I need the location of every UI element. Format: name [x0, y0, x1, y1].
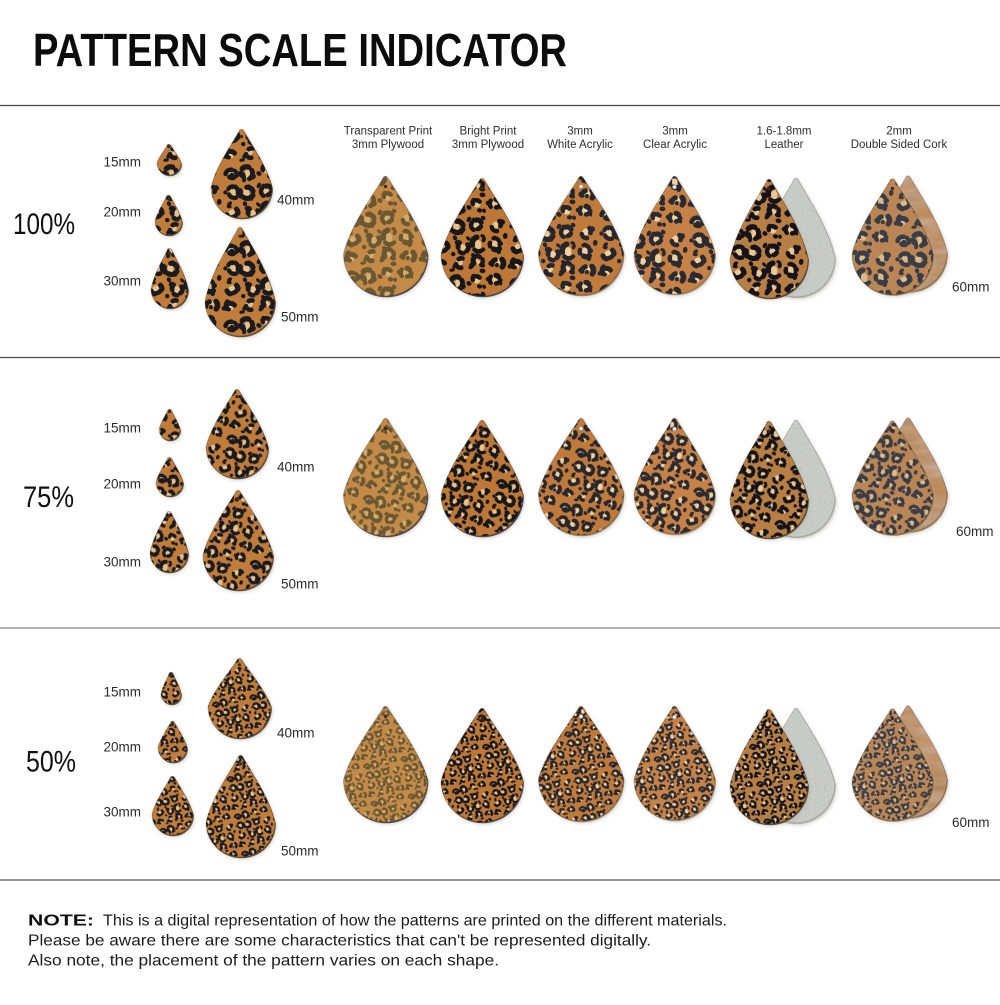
svg-text:30mm: 30mm [103, 274, 141, 289]
svg-text:Please be aware there are some: Please be aware there are some character… [28, 933, 651, 950]
svg-text:100%: 100% [13, 208, 75, 241]
svg-text:3mm Plywood: 3mm Plywood [452, 139, 524, 151]
svg-text:60mm: 60mm [952, 280, 990, 295]
svg-text:50mm: 50mm [281, 577, 319, 592]
svg-text:50%: 50% [26, 746, 76, 779]
svg-text:Clear Acrylic: Clear Acrylic [643, 139, 707, 151]
svg-text:3mm: 3mm [567, 126, 593, 138]
svg-text:20mm: 20mm [103, 740, 141, 755]
svg-text:40mm: 40mm [277, 726, 315, 741]
svg-text:3mm: 3mm [662, 126, 688, 138]
svg-text:50mm: 50mm [281, 310, 319, 325]
svg-text:50mm: 50mm [281, 844, 319, 859]
svg-text:3mm Plywood: 3mm Plywood [352, 139, 424, 151]
svg-text:NOTE:: NOTE: [28, 913, 94, 930]
svg-text:75%: 75% [23, 481, 74, 514]
svg-text:15mm: 15mm [103, 685, 141, 700]
svg-text:15mm: 15mm [103, 421, 141, 436]
svg-text:Double Sided Cork: Double Sided Cork [851, 139, 948, 151]
svg-text:This is a digital representati: This is a digital representation of how … [103, 913, 727, 930]
svg-text:PATTERN SCALE INDICATOR: PATTERN SCALE INDICATOR [33, 24, 567, 76]
svg-text:40mm: 40mm [277, 460, 315, 475]
svg-text:White Acrylic: White Acrylic [547, 139, 613, 151]
svg-text:40mm: 40mm [277, 193, 315, 208]
svg-text:1.6-1.8mm: 1.6-1.8mm [757, 126, 812, 138]
svg-text:Bright Print: Bright Print [460, 126, 518, 138]
svg-text:15mm: 15mm [103, 155, 141, 170]
svg-text:30mm: 30mm [103, 805, 141, 820]
svg-text:Transparent Print: Transparent Print [344, 126, 433, 138]
svg-text:30mm: 30mm [103, 555, 141, 570]
svg-text:Leather: Leather [764, 139, 803, 151]
svg-text:Also note, the placement of th: Also note, the placement of the pattern … [28, 953, 499, 970]
svg-text:2mm: 2mm [886, 126, 912, 138]
svg-text:20mm: 20mm [103, 205, 141, 220]
svg-text:60mm: 60mm [952, 815, 990, 830]
svg-text:20mm: 20mm [103, 477, 141, 492]
svg-text:60mm: 60mm [956, 524, 994, 539]
